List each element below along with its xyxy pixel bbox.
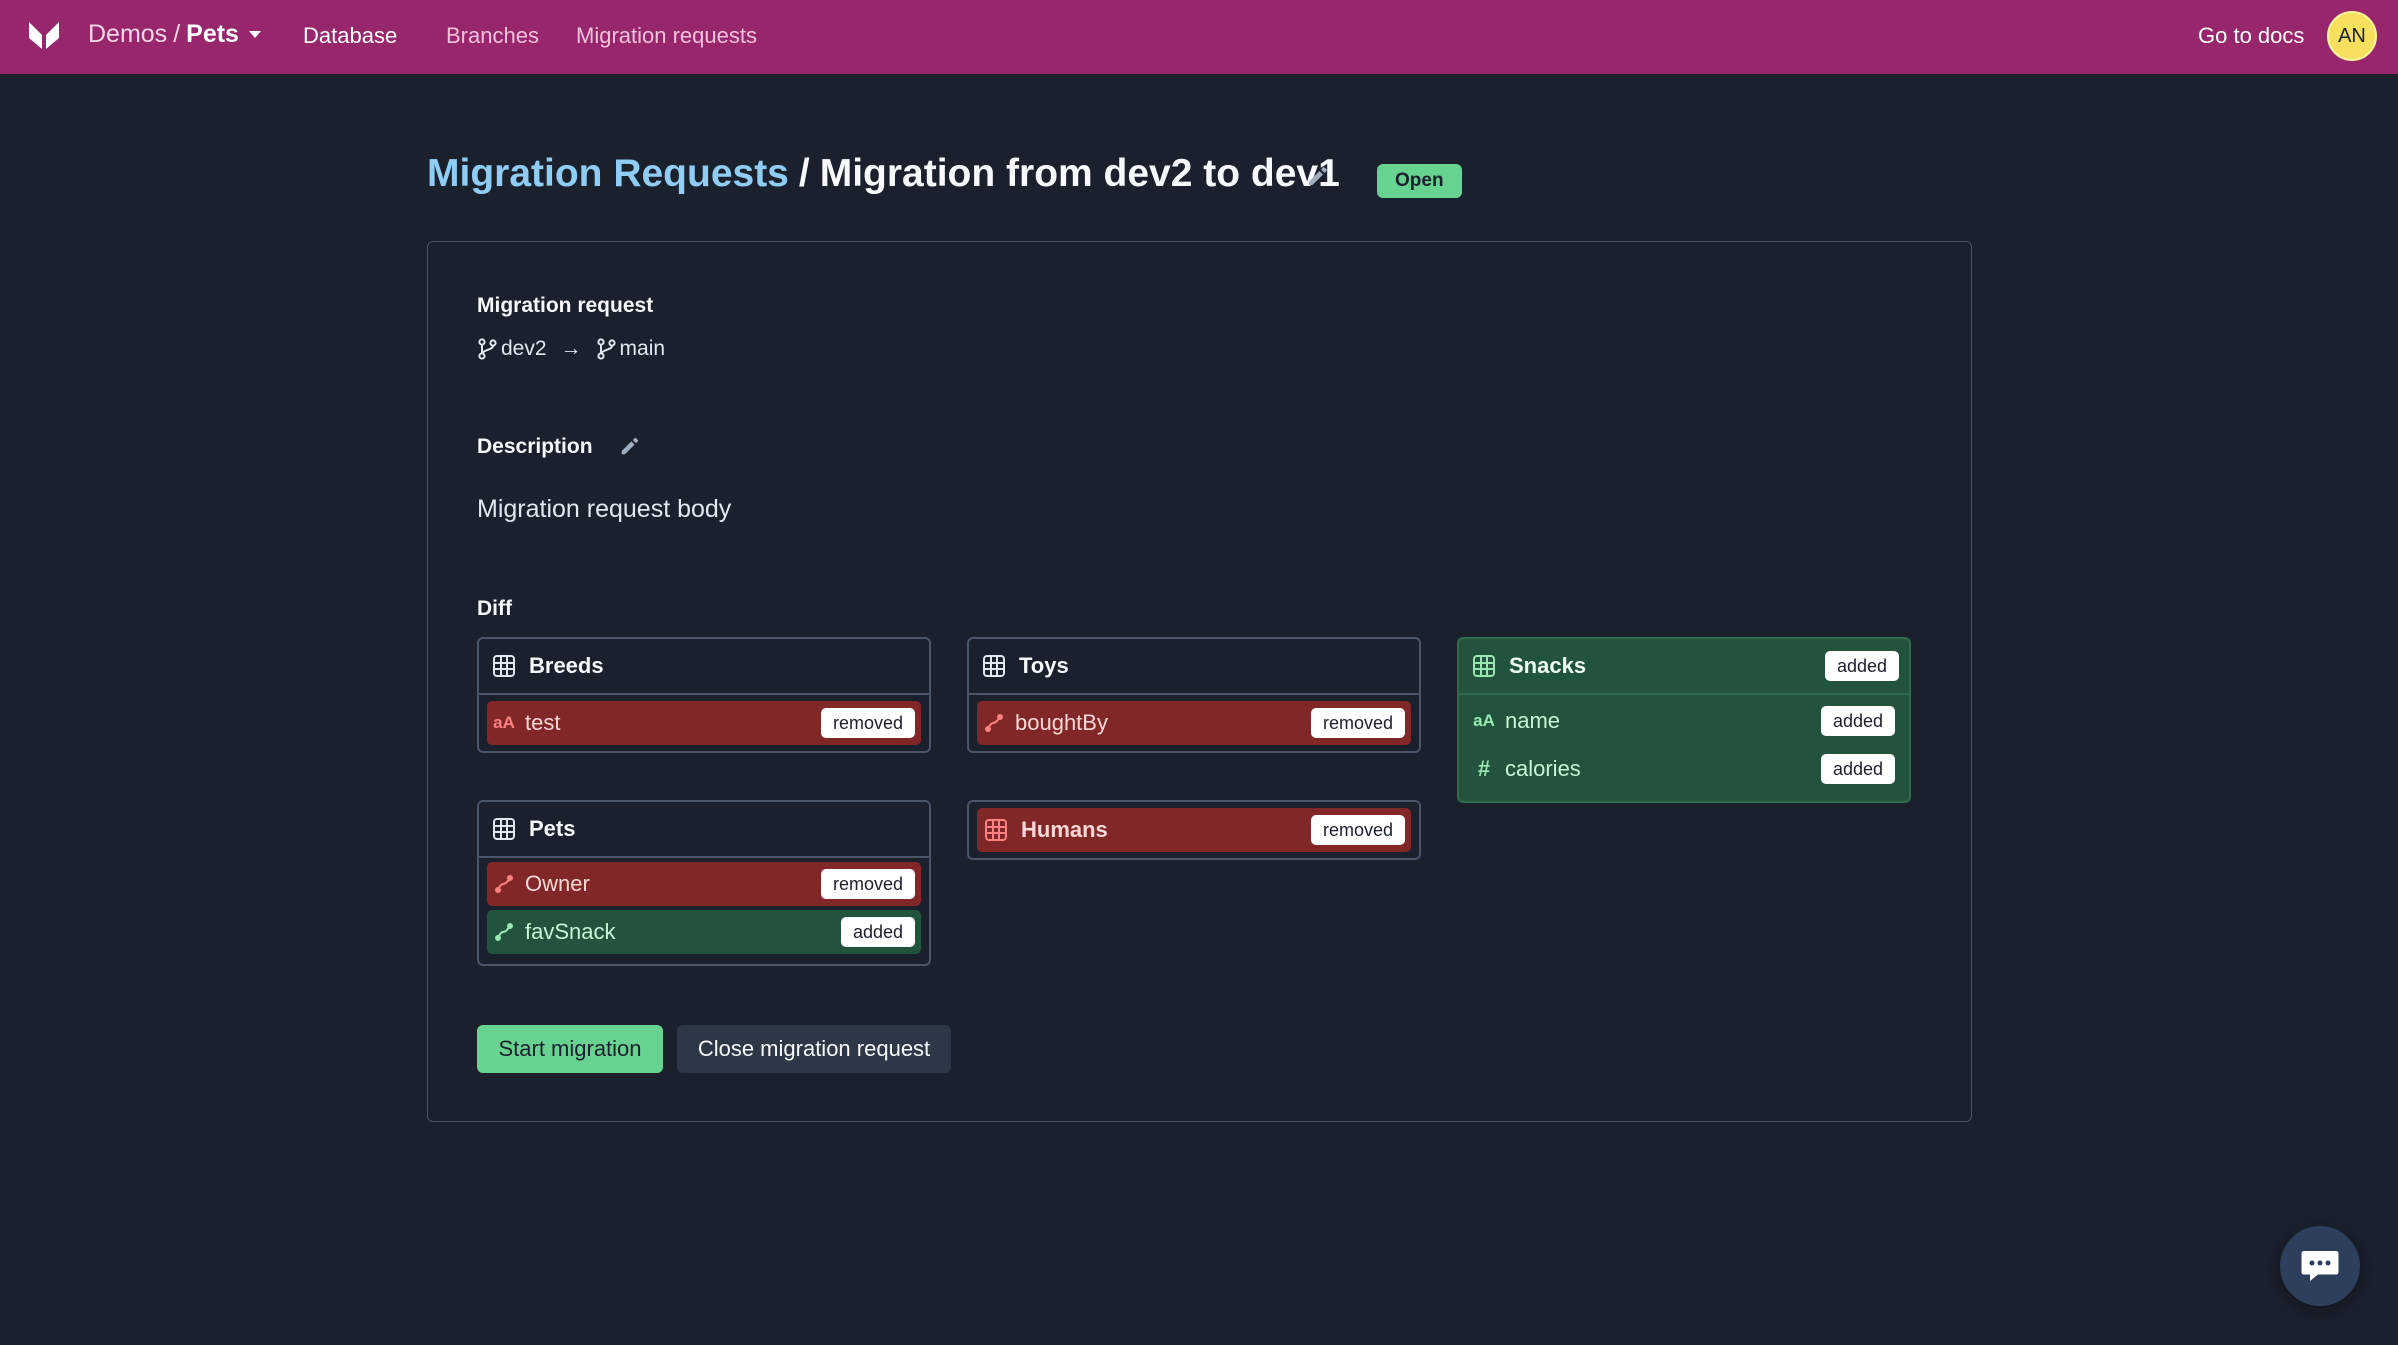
status-badge: removed bbox=[1310, 708, 1405, 738]
column-name: name bbox=[1505, 708, 1561, 733]
branch-flow: dev2 → main bbox=[477, 337, 665, 361]
table-header: Humans removed bbox=[977, 808, 1411, 852]
column-name: test bbox=[525, 710, 561, 735]
table-icon bbox=[985, 819, 1007, 841]
go-to-docs-link[interactable]: Go to docs bbox=[2198, 23, 2305, 48]
status-badge: removed bbox=[820, 708, 915, 738]
diff-table-breeds: Breeds aA test removed bbox=[477, 637, 931, 753]
text-icon: aA bbox=[1473, 711, 1495, 730]
link-icon bbox=[495, 923, 513, 941]
column-row: Owner removed bbox=[487, 862, 921, 906]
table-icon bbox=[493, 655, 515, 677]
column-row: favSnack added bbox=[487, 910, 921, 954]
diff-table-snacks: Snacks added aA name added # calories ad… bbox=[1457, 637, 1911, 803]
chat-button[interactable] bbox=[2280, 1226, 2360, 1306]
table-icon bbox=[493, 818, 515, 840]
table-name: Breeds bbox=[529, 653, 604, 678]
start-migration-button[interactable]: Start migration bbox=[477, 1025, 663, 1073]
diff-table-pets: Pets Owner removed favSnack added bbox=[477, 800, 931, 966]
hash-icon: # bbox=[1477, 756, 1491, 781]
status-badge: added bbox=[1824, 651, 1899, 681]
nav-branches[interactable]: Branches bbox=[446, 23, 539, 48]
title-separator: / bbox=[798, 152, 810, 195]
status-badge: added bbox=[1820, 754, 1895, 784]
migration-requests-link[interactable]: Migration Requests bbox=[427, 152, 789, 195]
diff-table-humans: Humans removed bbox=[967, 800, 1421, 860]
diff-table-toys: Toys boughtBy removed bbox=[967, 637, 1421, 753]
table-name: Pets bbox=[529, 816, 576, 841]
status-badge: removed bbox=[1310, 815, 1405, 845]
table-header: Breeds bbox=[479, 639, 929, 695]
pencil-icon[interactable] bbox=[1306, 164, 1330, 188]
column-row: # calories added bbox=[1467, 747, 1901, 791]
column-name: boughtBy bbox=[1015, 710, 1108, 735]
chevron-down-icon[interactable] bbox=[248, 31, 261, 38]
table-name: Snacks bbox=[1509, 653, 1587, 678]
breadcrumb-separator: / bbox=[173, 20, 181, 48]
column-name: Owner bbox=[525, 871, 590, 896]
workspace-name[interactable]: Demos bbox=[88, 20, 168, 48]
nav-database[interactable]: Database bbox=[303, 23, 398, 48]
status-badge: removed bbox=[820, 869, 915, 899]
status-badge: added bbox=[1820, 706, 1895, 736]
diff-label: Diff bbox=[477, 597, 512, 620]
branch-icon bbox=[478, 338, 497, 360]
nav-migration-requests[interactable]: Migration requests bbox=[576, 23, 757, 48]
logo-icon[interactable] bbox=[26, 18, 62, 54]
source-branch[interactable]: dev2 bbox=[501, 337, 547, 360]
link-icon bbox=[495, 875, 513, 893]
arrow-right-icon: → bbox=[560, 337, 582, 360]
table-header: Snacks added bbox=[1459, 639, 1909, 695]
link-icon bbox=[985, 714, 1003, 732]
text-icon: aA bbox=[493, 713, 515, 732]
description-body: Migration request body bbox=[477, 495, 732, 523]
top-navbar: Demos / Pets Database Branches Migration… bbox=[0, 0, 2398, 74]
column-name: favSnack bbox=[525, 919, 616, 944]
column-row: aA test removed bbox=[487, 701, 921, 745]
migration-card: Migration request dev2 → main Descriptio… bbox=[427, 241, 1972, 1122]
migration-title: Migration from dev2 to dev1 bbox=[819, 152, 1340, 195]
workspace-breadcrumb[interactable]: Demos / Pets bbox=[88, 20, 261, 49]
column-row: boughtBy removed bbox=[977, 701, 1411, 745]
chat-icon bbox=[2301, 1251, 2339, 1281]
table-name: Humans bbox=[1021, 817, 1108, 842]
status-badge: Open bbox=[1377, 164, 1462, 198]
column-row: aA name added bbox=[1467, 699, 1901, 743]
table-header: Pets bbox=[479, 802, 929, 858]
close-migration-request-button[interactable]: Close migration request bbox=[677, 1025, 951, 1073]
page-title: Migration Requests / Migration from dev2… bbox=[427, 152, 1340, 196]
branch-icon bbox=[596, 338, 616, 360]
table-icon bbox=[1473, 655, 1495, 677]
table-header: Toys bbox=[969, 639, 1419, 695]
status-badge: added bbox=[840, 917, 915, 947]
column-name: calories bbox=[1505, 756, 1581, 781]
project-name[interactable]: Pets bbox=[186, 20, 239, 48]
table-name: Toys bbox=[1019, 653, 1069, 678]
description-label: Description bbox=[477, 435, 593, 458]
target-branch[interactable]: main bbox=[619, 337, 666, 360]
table-icon bbox=[983, 655, 1005, 677]
migration-request-label: Migration request bbox=[477, 294, 654, 317]
pencil-icon[interactable] bbox=[619, 435, 641, 457]
avatar[interactable]: AN bbox=[2327, 11, 2377, 61]
